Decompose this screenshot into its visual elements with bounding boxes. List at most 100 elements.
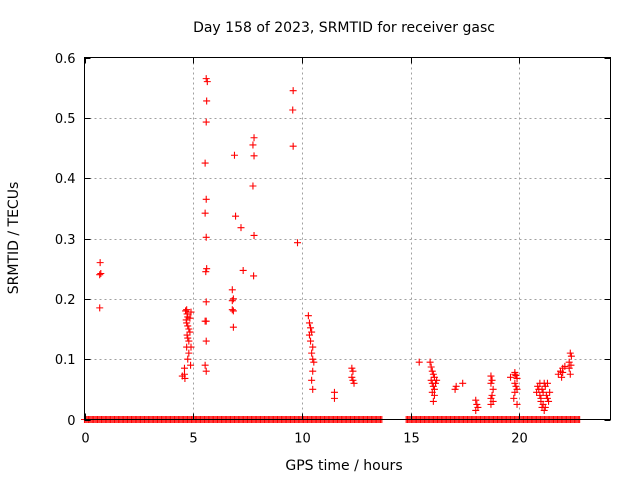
data-point: [187, 308, 195, 316]
data-point: [229, 323, 237, 331]
data-point: [185, 325, 193, 333]
data-point: [542, 391, 550, 399]
data-point: [305, 319, 313, 327]
data-point: [507, 373, 515, 381]
data-point: [513, 374, 521, 382]
data-point: [513, 400, 521, 408]
data-point: [229, 307, 237, 315]
data-point: [307, 324, 315, 332]
data-point: [415, 358, 423, 366]
data-point: [472, 396, 480, 404]
data-point: [511, 388, 519, 396]
data-point: [510, 394, 518, 402]
data-point: [203, 265, 211, 273]
data-point: [250, 231, 258, 239]
data-points: [81, 75, 584, 423]
data-point: [567, 361, 575, 369]
data-point: [430, 391, 438, 399]
data-point: [184, 355, 192, 363]
data-point: [459, 379, 467, 387]
data-point: [308, 349, 316, 357]
data-point: [429, 397, 437, 405]
data-point: [180, 364, 188, 372]
x-axis-title: GPS time / hours: [285, 458, 402, 474]
data-point: [307, 337, 315, 345]
data-point: [428, 367, 436, 375]
data-point: [182, 307, 190, 315]
data-point: [250, 134, 258, 142]
data-point: [349, 367, 357, 375]
y-tick-label: 0.4: [55, 172, 76, 187]
data-point: [543, 379, 551, 387]
data-point: [202, 337, 210, 345]
data-point: [488, 376, 496, 384]
data-point: [539, 388, 547, 396]
data-point: [203, 97, 211, 105]
data-point: [545, 397, 553, 405]
x-tick-label: 0: [81, 432, 89, 447]
data-point: [305, 331, 313, 339]
y-tick-label: 0.5: [55, 112, 76, 127]
data-point: [565, 364, 573, 372]
data-point: [349, 376, 357, 384]
data-point: [229, 295, 237, 303]
data-point: [511, 379, 519, 387]
data-point: [202, 75, 210, 83]
y-tick-label: 0.6: [55, 52, 76, 67]
data-point: [452, 382, 460, 390]
data-point: [250, 272, 258, 280]
data-point: [558, 373, 566, 381]
data-point: [187, 361, 195, 369]
data-point: [201, 361, 209, 369]
data-point: [538, 385, 546, 393]
y-tick-label: 0.3: [55, 233, 76, 248]
data-point: [566, 349, 574, 357]
chart-title: Day 158 of 2023, SRMTID for receiver gas…: [193, 20, 495, 36]
x-tick-label: 5: [189, 432, 197, 447]
data-point: [348, 364, 356, 372]
data-point: [228, 306, 236, 314]
data-point: [289, 87, 297, 95]
data-point: [567, 352, 575, 360]
data-point: [546, 388, 554, 396]
data-point: [183, 310, 191, 318]
data-point: [237, 224, 245, 232]
grid: [84, 57, 611, 420]
data-point: [429, 370, 437, 378]
data-point: [289, 142, 297, 150]
data-point: [309, 355, 317, 363]
data-point: [181, 374, 189, 382]
data-point: [183, 319, 191, 327]
data-point: [186, 314, 194, 322]
data-point: [543, 394, 551, 402]
data-point: [202, 268, 210, 276]
data-point: [228, 286, 236, 294]
data-point: [538, 403, 546, 411]
data-point: [202, 317, 210, 325]
data-point: [232, 212, 240, 220]
data-point: [566, 370, 574, 378]
data-point: [249, 141, 257, 149]
x-tick-label: 15: [403, 432, 420, 447]
data-point: [427, 363, 435, 371]
data-point: [489, 385, 497, 393]
data-point: [96, 304, 104, 312]
data-point: [487, 400, 495, 408]
data-point: [432, 379, 440, 387]
data-point: [309, 343, 317, 351]
plot-frame: [84, 57, 611, 420]
data-point: [451, 385, 459, 393]
data-point: [426, 358, 434, 366]
data-point: [202, 367, 210, 375]
data-point: [308, 376, 316, 384]
data-point: [97, 269, 105, 277]
data-point: [201, 209, 209, 217]
x-tick-label: 20: [511, 432, 528, 447]
data-point: [473, 400, 481, 408]
data-point: [201, 159, 209, 167]
y-tick-label: 0.1: [55, 353, 76, 368]
data-point: [536, 379, 544, 387]
data-point: [289, 106, 297, 114]
